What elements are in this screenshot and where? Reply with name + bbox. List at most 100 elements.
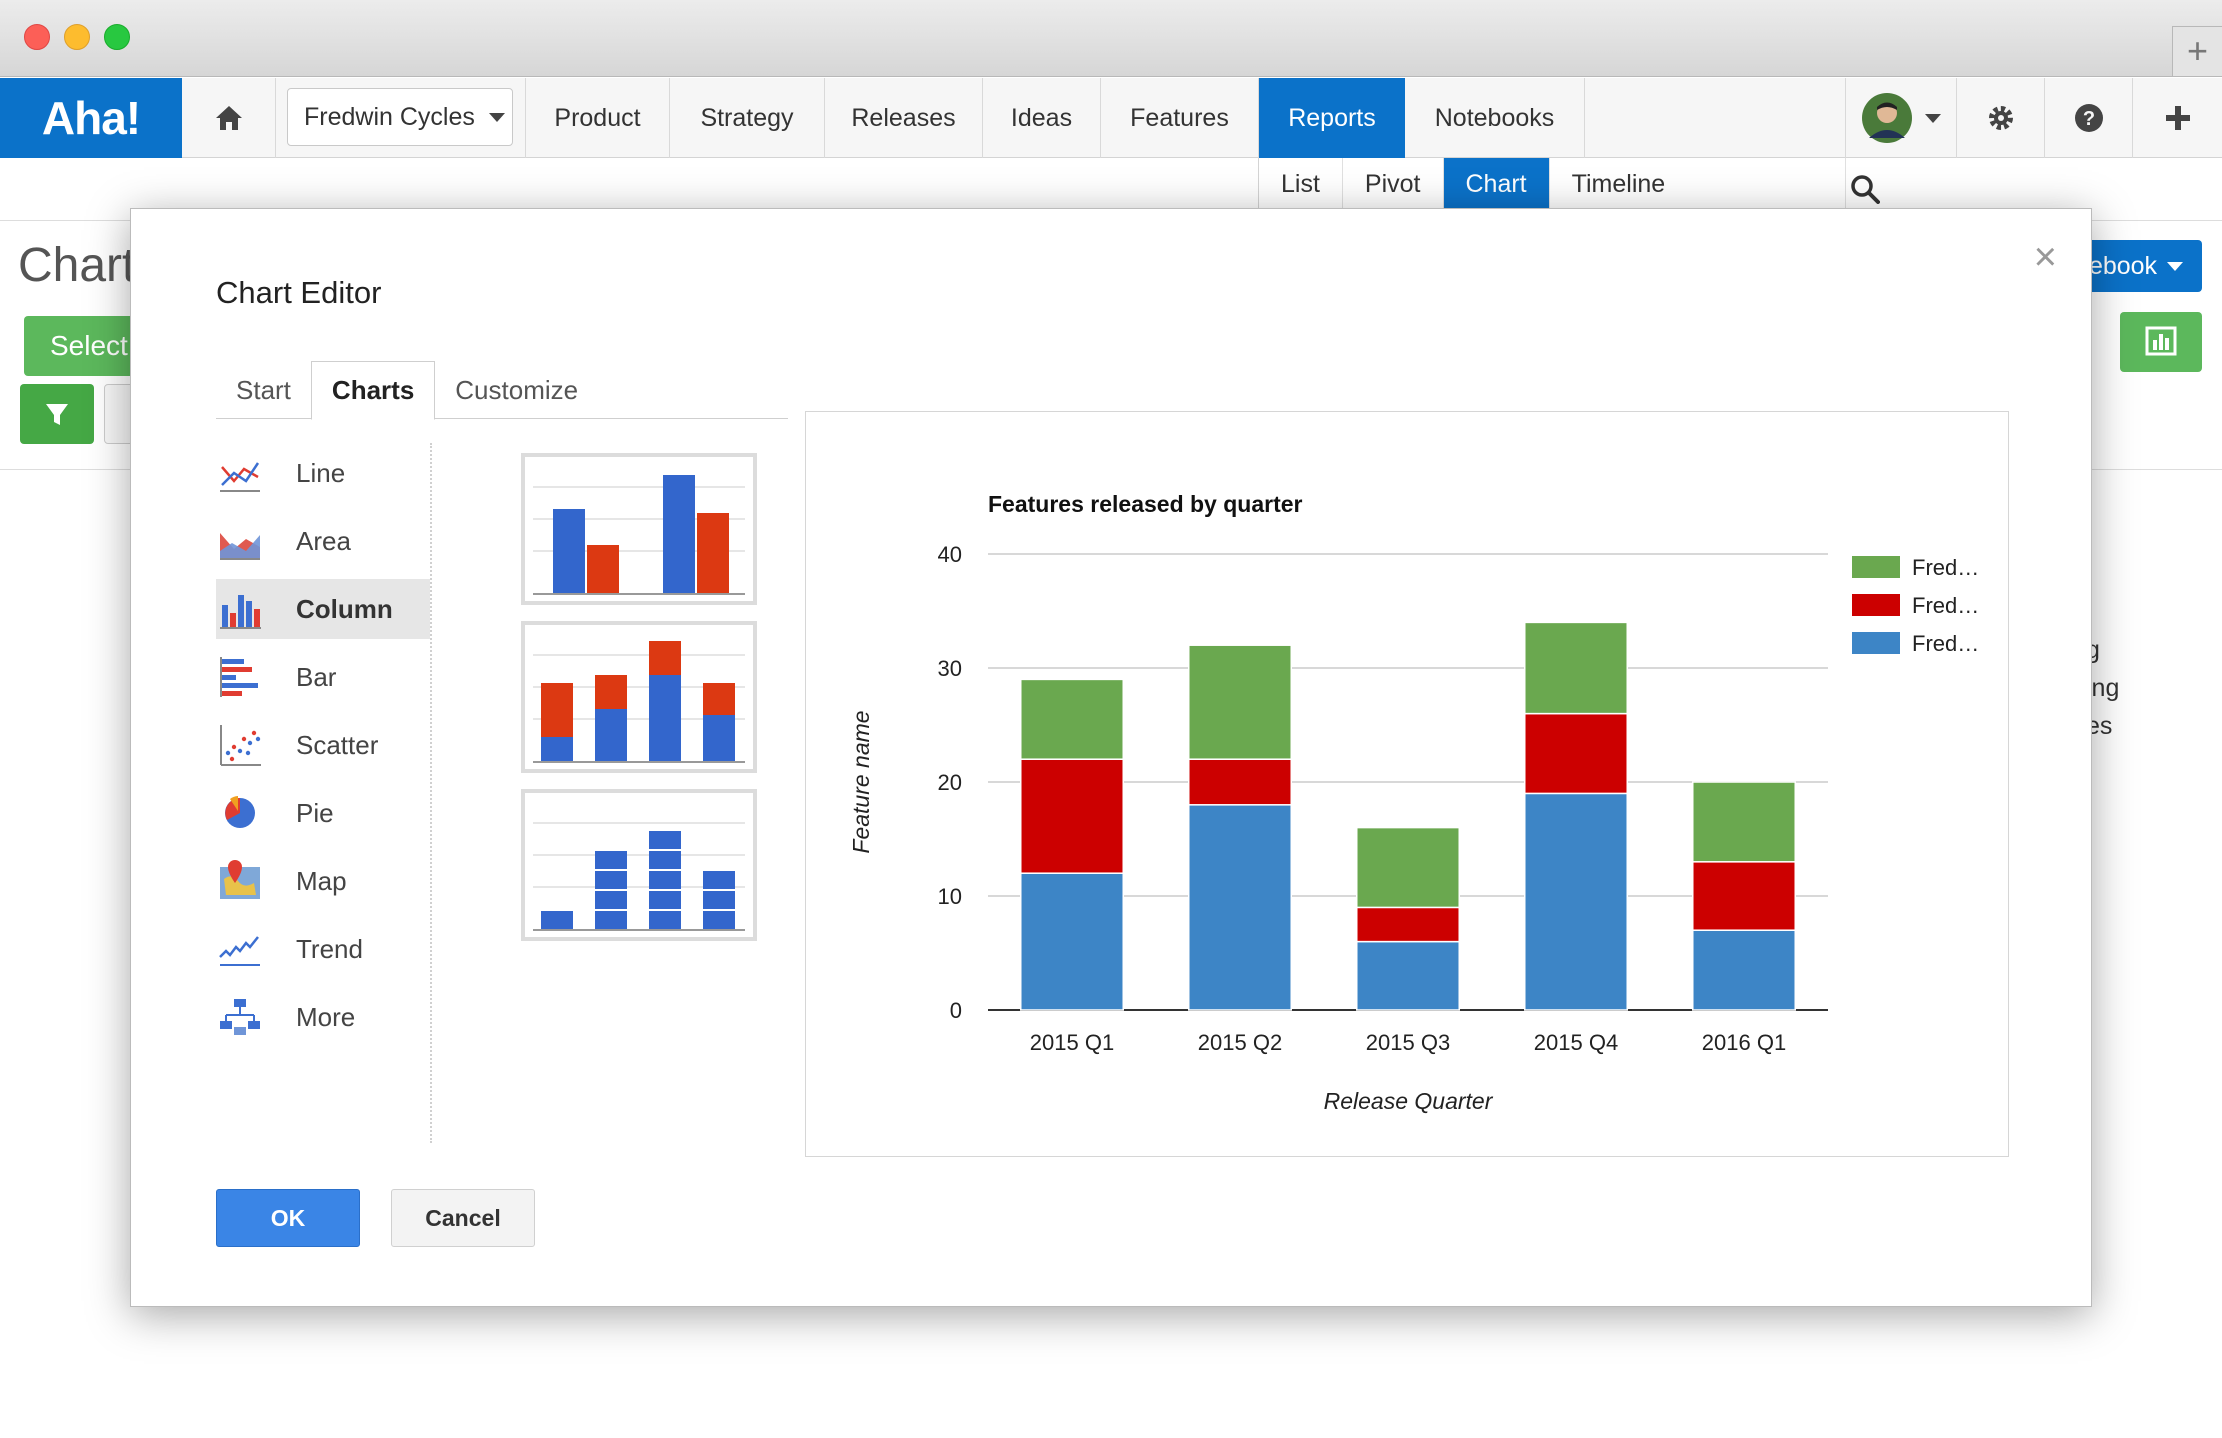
new-tab-button[interactable]: + xyxy=(2172,26,2222,76)
page-title: Chart xyxy=(18,239,136,292)
gear-icon xyxy=(1988,106,2013,130)
chart-view-button[interactable] xyxy=(2120,312,2202,372)
tab-charts[interactable]: Charts xyxy=(310,361,436,420)
chart-variant-clustered-column[interactable] xyxy=(521,453,757,605)
bar-segment xyxy=(1692,929,1796,1011)
column-chart-icon xyxy=(220,595,261,629)
bar-segment xyxy=(1356,940,1460,1011)
filter-button[interactable] xyxy=(20,384,94,444)
help-button[interactable]: ? xyxy=(2045,78,2133,158)
x-axis-ticks: 2015 Q1 2015 Q2 2015 Q3 2015 Q4 2016 Q1 xyxy=(1030,1030,1786,1055)
x-tick-label: 2015 Q1 xyxy=(1030,1030,1114,1055)
legend-swatch xyxy=(1852,594,1900,616)
settings-button[interactable] xyxy=(1957,78,2045,158)
chevron-down-icon xyxy=(1925,113,1941,123)
add-button[interactable] xyxy=(2133,78,2222,158)
pie-chart-icon xyxy=(225,796,255,828)
bar-segment xyxy=(1020,872,1124,1011)
nav-notebooks[interactable]: Notebooks xyxy=(1405,78,1585,158)
area-chart-icon xyxy=(220,533,260,560)
legend-label: Fred… xyxy=(1912,631,1979,656)
chart-editor-dialog: × Chart Editor Start Charts Customize Li… xyxy=(130,208,2092,1307)
chevron-down-icon xyxy=(2167,261,2184,271)
chart-type-label: Area xyxy=(296,525,351,556)
search-icon[interactable] xyxy=(1850,174,1880,204)
chart-type-area[interactable]: Area xyxy=(216,511,430,571)
notebook-label: ebook xyxy=(2088,251,2158,280)
user-avatar xyxy=(1862,93,1912,143)
scatter-chart-icon xyxy=(220,725,261,766)
dialog-title: Chart Editor xyxy=(216,275,382,310)
chart-type-line[interactable]: Line xyxy=(216,443,430,503)
home-button[interactable] xyxy=(182,78,276,158)
bar-segment xyxy=(1020,678,1124,760)
chart-variant-list xyxy=(521,453,757,957)
chart-type-more[interactable]: More xyxy=(216,987,430,1047)
aha-logo[interactable]: Aha! xyxy=(0,78,182,158)
svg-text:?: ? xyxy=(2082,108,2094,130)
tab-start[interactable]: Start xyxy=(236,374,291,405)
chart-type-list: Line Area Column xyxy=(216,443,432,1143)
chart-type-scatter[interactable]: Scatter xyxy=(216,715,430,775)
bar-segment xyxy=(1020,758,1124,874)
plus-icon xyxy=(2165,106,2190,130)
chart-type-bar[interactable]: Bar xyxy=(216,647,430,707)
chart-type-label: Line xyxy=(296,457,346,488)
home-icon xyxy=(215,106,242,130)
tab-customize[interactable]: Customize xyxy=(455,374,579,405)
workspace-dropdown[interactable]: Fredwin Cycles xyxy=(287,88,513,146)
minimize-window-button[interactable] xyxy=(64,24,90,50)
chart-type-map[interactable]: Map xyxy=(216,851,430,911)
y-tick-label: 10 xyxy=(938,884,962,909)
chart-title: Features released by quarter xyxy=(988,491,1303,517)
ok-button[interactable]: OK xyxy=(216,1189,360,1247)
chart-type-label: Pie xyxy=(296,797,334,828)
chart-bars xyxy=(1020,621,1796,1011)
chart-type-label: Trend xyxy=(296,933,363,964)
chart-type-label: More xyxy=(296,1001,356,1032)
add-to-notebook-button[interactable]: ebook xyxy=(2070,240,2202,292)
nav-strategy[interactable]: Strategy xyxy=(670,78,825,158)
window-titlebar: + xyxy=(0,0,2222,77)
chart-type-pie[interactable]: Pie xyxy=(216,783,430,843)
x-tick-label: 2015 Q3 xyxy=(1366,1030,1450,1055)
more-icon xyxy=(220,999,260,1035)
nav-releases[interactable]: Releases xyxy=(825,78,983,158)
map-icon xyxy=(220,860,260,899)
legend-label: Fred… xyxy=(1912,555,1979,580)
bar-segment xyxy=(1692,861,1796,931)
subtab-timeline[interactable]: Timeline xyxy=(1550,158,1847,210)
x-axis-label: Release Quarter xyxy=(1324,1088,1494,1114)
bar-segment xyxy=(1188,644,1292,760)
subtab-list[interactable]: List xyxy=(1259,158,1343,210)
y-axis-ticks: 0 10 20 30 40 xyxy=(938,542,962,1023)
editor-tabs: Start Charts Customize xyxy=(216,361,788,420)
y-axis-label: Feature name xyxy=(848,710,874,853)
user-menu[interactable] xyxy=(1845,78,1957,158)
chart-type-column[interactable]: Column xyxy=(216,579,430,639)
cancel-button[interactable]: Cancel xyxy=(391,1189,535,1247)
chart-legend: Fred… Fred… Fred… xyxy=(1852,555,1979,656)
close-window-button[interactable] xyxy=(24,24,50,50)
maximize-window-button[interactable] xyxy=(104,24,130,50)
x-tick-label: 2015 Q2 xyxy=(1198,1030,1282,1055)
subtab-chart[interactable]: Chart xyxy=(1443,158,1550,210)
bar-segment xyxy=(1188,758,1292,806)
workspace-name: Fredwin Cycles xyxy=(304,102,475,131)
chart-type-trend[interactable]: Trend xyxy=(216,919,430,979)
stacked-column-chart: Features released by quarter 0 10 20 30 40 2… xyxy=(848,491,1979,1114)
chart-variant-segmented-column[interactable] xyxy=(521,789,757,941)
nav-reports[interactable]: Reports xyxy=(1259,78,1405,158)
trend-icon xyxy=(219,936,260,966)
nav-ideas[interactable]: Ideas xyxy=(983,78,1101,158)
x-tick-label: 2016 Q1 xyxy=(1702,1030,1786,1055)
nav-product[interactable]: Product xyxy=(526,78,670,158)
close-icon[interactable]: × xyxy=(2033,235,2057,279)
bar-segment xyxy=(1524,621,1628,715)
chart-variant-stacked-column[interactable] xyxy=(521,621,757,773)
x-tick-label: 2015 Q4 xyxy=(1534,1030,1618,1055)
subtab-pivot[interactable]: Pivot xyxy=(1343,158,1444,210)
nav-features[interactable]: Features xyxy=(1101,78,1259,158)
bar-segment xyxy=(1524,792,1628,1011)
select-button[interactable]: Select xyxy=(24,316,139,376)
